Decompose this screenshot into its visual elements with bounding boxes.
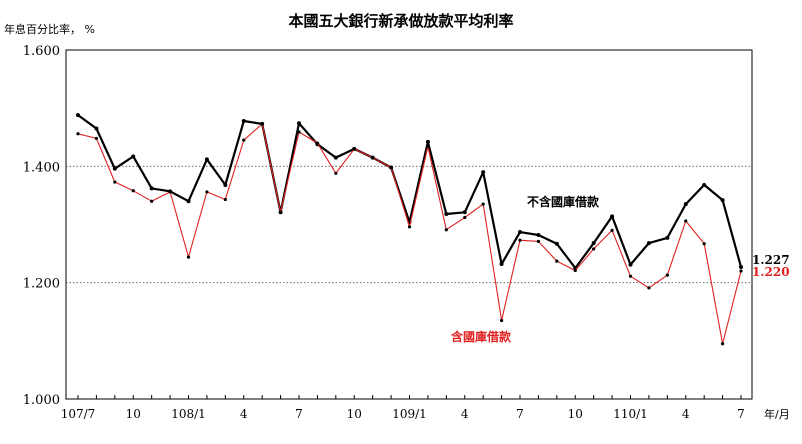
point-excl [223,182,228,187]
point-excl [462,210,467,215]
y-tick-label: 1.000 [23,393,60,408]
y-axis: 1.000 1.200 1.400 1.600 [23,44,60,408]
x-tick-label: 10 [347,407,362,421]
point-incl [518,238,522,242]
point-excl [112,166,117,171]
point-excl [149,186,154,191]
point-incl [352,147,356,151]
point-incl [260,122,264,126]
point-excl [481,170,486,175]
point-incl [628,274,633,278]
series-label-excl: 不含國庫借款 [527,194,600,209]
series-group [76,113,743,346]
point-excl [76,113,80,118]
point-excl [610,214,615,219]
point-excl [628,262,633,267]
point-incl [205,190,209,194]
x-axis-unit: 年/月 [764,407,790,421]
point-excl [131,154,136,159]
point-incl [720,342,725,346]
point-excl [444,212,449,217]
point-excl [646,241,651,246]
point-excl [94,126,99,131]
point-excl [665,235,670,240]
point-incl [444,228,448,232]
series-line-excl [77,114,743,270]
point-incl [592,247,596,251]
point-incl [536,239,541,243]
x-tick-label: 108/1 [171,407,206,421]
point-incl [371,156,375,160]
point-incl [389,165,393,170]
chart-title: 本國五大銀行新承做放款平均利率 [288,12,513,30]
point-excl [297,121,301,126]
point-incl [297,130,301,134]
point-excl [720,198,725,203]
point-incl [150,199,154,203]
point-incl [702,242,706,246]
point-excl [536,232,541,237]
y-tick-label: 1.200 [23,277,60,292]
point-incl [168,190,172,194]
point-incl [426,144,430,149]
point-incl [94,136,99,141]
x-tick-label: 7 [737,407,745,421]
x-tick-label: 7 [295,407,303,421]
x-tick-label: 107/7 [61,407,96,421]
point-excl [241,118,246,123]
point-excl [499,262,504,267]
point-excl [591,241,596,246]
point-excl [683,202,688,207]
end-label-excl: 1.227 [752,253,790,267]
point-excl [204,157,209,162]
point-incl [242,138,246,142]
point-incl [463,215,467,220]
point-incl [739,269,743,273]
point-incl [555,259,559,263]
point-incl [334,171,338,175]
x-tick-label: 110/1 [613,407,648,421]
point-incl [499,318,504,323]
x-tick-label: 7 [516,407,524,421]
point-incl [573,268,577,273]
point-incl [186,255,191,259]
point-incl [665,273,669,277]
y-axis-unit: 年息百分比率， % [4,22,95,36]
point-incl [113,180,117,184]
grid-lines [66,165,752,284]
point-excl [333,155,338,160]
x-tick-label: 4 [682,407,690,421]
point-excl [702,182,707,187]
point-incl [481,202,485,206]
point-incl [610,228,614,232]
point-incl [407,225,412,229]
point-excl [186,199,191,204]
point-incl [76,132,80,136]
x-tick-label: 10 [568,407,583,421]
point-excl [518,230,522,235]
x-tick-label: 4 [461,407,469,421]
y-tick-label: 1.400 [23,160,60,175]
point-incl [315,141,320,145]
point-incl [223,197,227,202]
end-label-incl: 1.220 [752,265,790,279]
point-excl [554,241,559,246]
y-tick-label: 1.600 [23,44,60,59]
x-tick-label: 4 [240,407,248,421]
point-incl [278,210,283,214]
series-label-incl: 含國庫借款 [451,329,512,344]
point-incl [684,219,688,223]
point-excl [739,264,743,269]
point-excl [425,139,430,144]
x-tick-label: 109/1 [392,407,427,421]
x-axis: 107/7 10 108/1 4 7 10 109/1 4 7 10 110/1 4 7 [61,395,745,421]
x-tick-label: 10 [126,407,141,421]
point-incl [647,286,651,290]
series-line-incl [77,123,742,345]
point-incl [131,189,135,193]
